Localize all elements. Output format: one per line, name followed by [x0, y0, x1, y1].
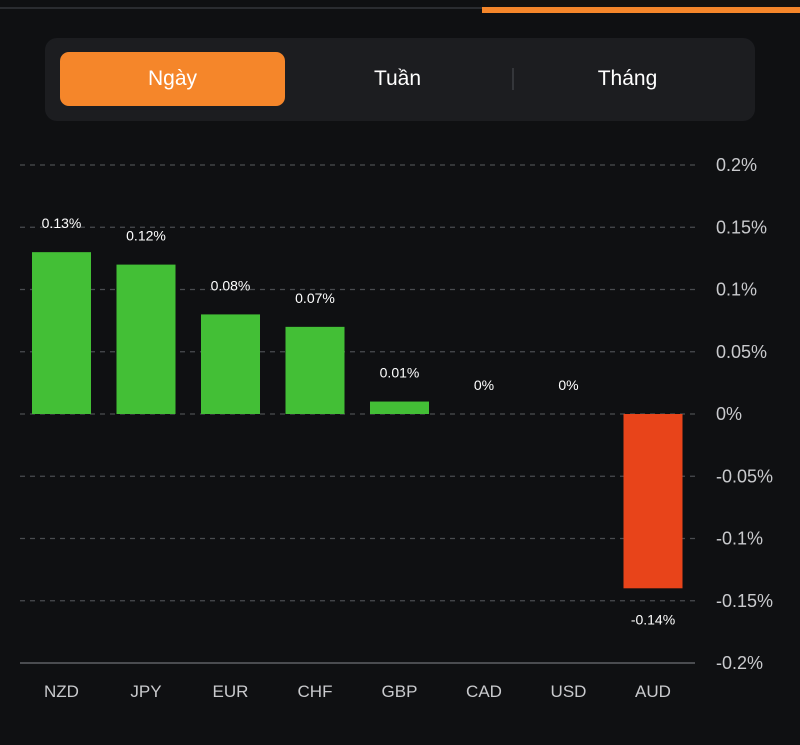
- bar-chf[interactable]: [285, 326, 345, 414]
- data-label-aud: -0.14%: [631, 611, 675, 627]
- tab-month-label: Tháng: [597, 67, 658, 90]
- bar-nzd[interactable]: [32, 252, 91, 414]
- x-tick-label-chf: CHF: [298, 682, 333, 701]
- x-tick-label-usd: USD: [551, 682, 587, 701]
- x-tick-label-aud: AUD: [635, 682, 671, 701]
- data-label-nzd: 0.13%: [42, 215, 82, 231]
- y-tick-label: -0.1%: [716, 529, 763, 549]
- y-tick-label: -0.05%: [716, 466, 773, 486]
- y-tick-label: 0.1%: [716, 280, 757, 300]
- x-tick-label-eur: EUR: [213, 682, 249, 701]
- data-label-jpy: 0.12%: [126, 228, 166, 244]
- bar-aud[interactable]: [623, 414, 683, 589]
- data-label-usd: 0%: [558, 377, 578, 393]
- data-label-eur: 0.08%: [211, 277, 251, 293]
- y-tick-label: 0.15%: [716, 217, 767, 237]
- top-tab-active-indicator: [482, 7, 800, 13]
- data-label-chf: 0.07%: [295, 290, 335, 306]
- x-tick-label-gbp: GBP: [382, 682, 418, 701]
- period-segmented-control: Ngày Tuần Tháng: [45, 38, 755, 121]
- data-label-cad: 0%: [474, 377, 494, 393]
- tab-divider: [512, 68, 514, 90]
- bar-jpy[interactable]: [116, 264, 176, 414]
- tab-day[interactable]: Ngày: [60, 52, 285, 106]
- x-tick-label-nzd: NZD: [44, 682, 79, 701]
- y-tick-label: -0.15%: [716, 591, 773, 611]
- y-tick-label: 0.05%: [716, 342, 767, 362]
- tab-week-label: Tuần: [373, 67, 422, 90]
- y-tick-label: 0%: [716, 404, 742, 424]
- x-tick-label-jpy: JPY: [130, 682, 161, 701]
- bar-eur[interactable]: [201, 314, 260, 414]
- x-tick-label-cad: CAD: [466, 682, 502, 701]
- y-tick-label: -0.2%: [716, 653, 763, 673]
- tab-month[interactable]: Tháng: [515, 52, 740, 106]
- tab-day-label: Ngày: [147, 67, 198, 90]
- y-tick-label: 0.2%: [716, 155, 757, 175]
- bar-gbp[interactable]: [370, 401, 429, 414]
- data-label-gbp: 0.01%: [380, 365, 420, 381]
- top-tab-underline: [0, 7, 482, 9]
- tab-week[interactable]: Tuần: [285, 52, 510, 106]
